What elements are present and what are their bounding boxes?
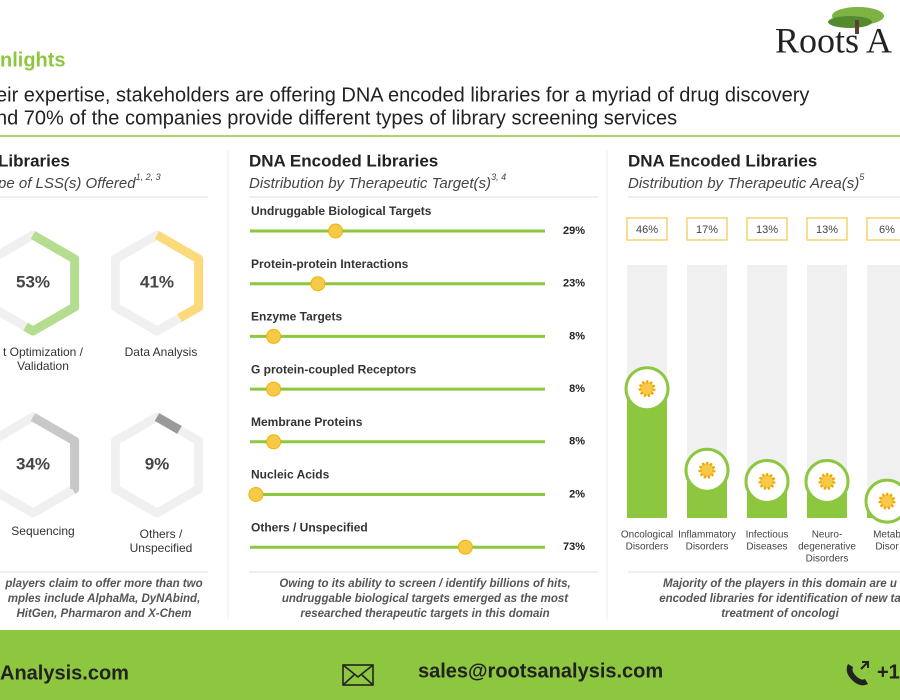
panel-note: mples include AlphaMa, DyNAbind, bbox=[8, 593, 201, 605]
value-box bbox=[746, 217, 788, 241]
ring-progress bbox=[110, 230, 204, 336]
footer-band bbox=[0, 630, 900, 700]
ring-value: 41% bbox=[140, 272, 174, 291]
panel-note: HitGen, Pharmaron and X-Chem bbox=[16, 608, 191, 620]
subtitle-text: Distribution by Therapeutic Area(s) bbox=[628, 175, 859, 192]
target-label: Others / Unspecified bbox=[251, 520, 368, 534]
value-label: 8% bbox=[569, 330, 585, 342]
value-label: 8% bbox=[569, 436, 585, 448]
panel-note: treatment of oncologi bbox=[721, 608, 839, 620]
logo-text: Roots A bbox=[775, 20, 892, 60]
value-label: 46% bbox=[636, 224, 658, 236]
target-label: Undruggable Biological Targets bbox=[251, 204, 432, 218]
panel-title: DNA Encoded Libraries bbox=[628, 151, 817, 170]
headline: nd 70% of the companies provide differen… bbox=[0, 107, 677, 129]
superscript: 3, 4 bbox=[491, 172, 506, 182]
ring-value: 9% bbox=[145, 454, 170, 473]
category-label: Disorders bbox=[686, 542, 729, 553]
target-label: Membrane Proteins bbox=[251, 415, 363, 429]
subtitle-text: Distribution by Therapeutic Target(s) bbox=[249, 175, 491, 192]
target-label: Protein-protein Interactions bbox=[251, 257, 409, 271]
value-label: 17% bbox=[696, 224, 718, 236]
bar-icon-glyph bbox=[818, 472, 836, 490]
headline: eir expertise, stakeholders are offering… bbox=[0, 84, 809, 106]
panel-note: encoded libraries for identification of … bbox=[659, 593, 900, 605]
ring-progress bbox=[0, 230, 80, 336]
footer-phone: +1 bbox=[877, 661, 900, 683]
category-label: Disorders bbox=[806, 554, 849, 565]
bar-icon-glyph bbox=[758, 472, 776, 490]
panel-subtitle: Distribution by Therapeutic Target(s)3, … bbox=[249, 172, 506, 192]
value-label: 23% bbox=[563, 278, 585, 290]
target-label: Enzyme Targets bbox=[251, 310, 342, 324]
panel-note: Owing to its ability to screen / identif… bbox=[279, 578, 570, 590]
panel-title: Libraries bbox=[0, 151, 70, 170]
panel-note: researched therapeutic targets in this d… bbox=[300, 608, 549, 620]
ring-value: 34% bbox=[16, 454, 50, 473]
category-label: Metab bbox=[873, 530, 900, 541]
panel-title: DNA Encoded Libraries bbox=[249, 151, 438, 170]
subtitle-text: pe of LSS(s) Offered bbox=[0, 175, 136, 192]
value-label: 13% bbox=[756, 224, 778, 236]
value-dot bbox=[266, 434, 282, 450]
bar-icon-glyph bbox=[698, 461, 716, 479]
target-label: Nucleic Acids bbox=[251, 468, 330, 482]
value-dot bbox=[266, 328, 282, 344]
panel-subtitle: Distribution by Therapeutic Area(s)5 bbox=[628, 172, 865, 192]
category-label: Neuro- bbox=[812, 530, 843, 541]
value-box bbox=[866, 217, 900, 241]
value-dot bbox=[266, 381, 282, 397]
value-box bbox=[806, 217, 848, 241]
category-label: degenerative bbox=[798, 542, 856, 553]
column-track bbox=[867, 265, 900, 518]
target-label: G protein-coupled Receptors bbox=[251, 362, 417, 376]
value-label: 73% bbox=[563, 541, 585, 553]
ring-label: t Optimization / bbox=[3, 345, 84, 359]
value-label: 8% bbox=[569, 383, 585, 395]
panel-note: players claim to offer more than two bbox=[4, 578, 202, 590]
ring-progress bbox=[0, 412, 80, 518]
ring-label: Others / bbox=[140, 527, 183, 541]
value-label: 6% bbox=[879, 224, 895, 236]
footer-email: sales@rootsanalysis.com bbox=[418, 660, 663, 682]
value-dot bbox=[328, 223, 344, 239]
value-label: 2% bbox=[569, 488, 585, 500]
ring-label: Unspecified bbox=[130, 541, 193, 555]
footer-website: Analysis.com bbox=[0, 662, 129, 684]
superscript: 5 bbox=[859, 172, 865, 182]
category-label: Inflammatory bbox=[678, 530, 736, 541]
ring-value: 53% bbox=[16, 272, 50, 291]
category-label: Infectious bbox=[746, 530, 789, 541]
mail-icon bbox=[342, 664, 374, 686]
slide-title: nlights bbox=[0, 49, 66, 71]
logo: Roots A bbox=[775, 7, 892, 60]
panel-subtitle: pe of LSS(s) Offered1, 2, 3 bbox=[0, 172, 161, 192]
ring-track bbox=[110, 412, 204, 518]
value-box bbox=[626, 217, 668, 241]
category-label: Oncological bbox=[621, 530, 673, 541]
value-dot bbox=[457, 539, 473, 555]
ring-label: Data Analysis bbox=[125, 345, 198, 359]
value-box bbox=[686, 217, 728, 241]
ring-label: Validation bbox=[17, 359, 69, 373]
value-dot bbox=[248, 487, 264, 502]
category-label: Diseases bbox=[746, 542, 787, 553]
value-dot bbox=[310, 276, 326, 292]
superscript: 1, 2, 3 bbox=[136, 172, 161, 182]
category-label: Disor bbox=[875, 542, 899, 553]
ring-label: Sequencing bbox=[11, 524, 74, 538]
panel-note: Majority of the players in this domain a… bbox=[663, 578, 897, 590]
category-label: Disorders bbox=[626, 542, 669, 553]
phone-icon bbox=[846, 661, 869, 686]
value-label: 13% bbox=[816, 224, 838, 236]
bar-icon-glyph bbox=[878, 492, 896, 510]
bar-icon-glyph bbox=[638, 380, 656, 398]
value-label: 29% bbox=[563, 225, 585, 237]
panel-note: undruggable biological targets emerged a… bbox=[282, 593, 569, 605]
